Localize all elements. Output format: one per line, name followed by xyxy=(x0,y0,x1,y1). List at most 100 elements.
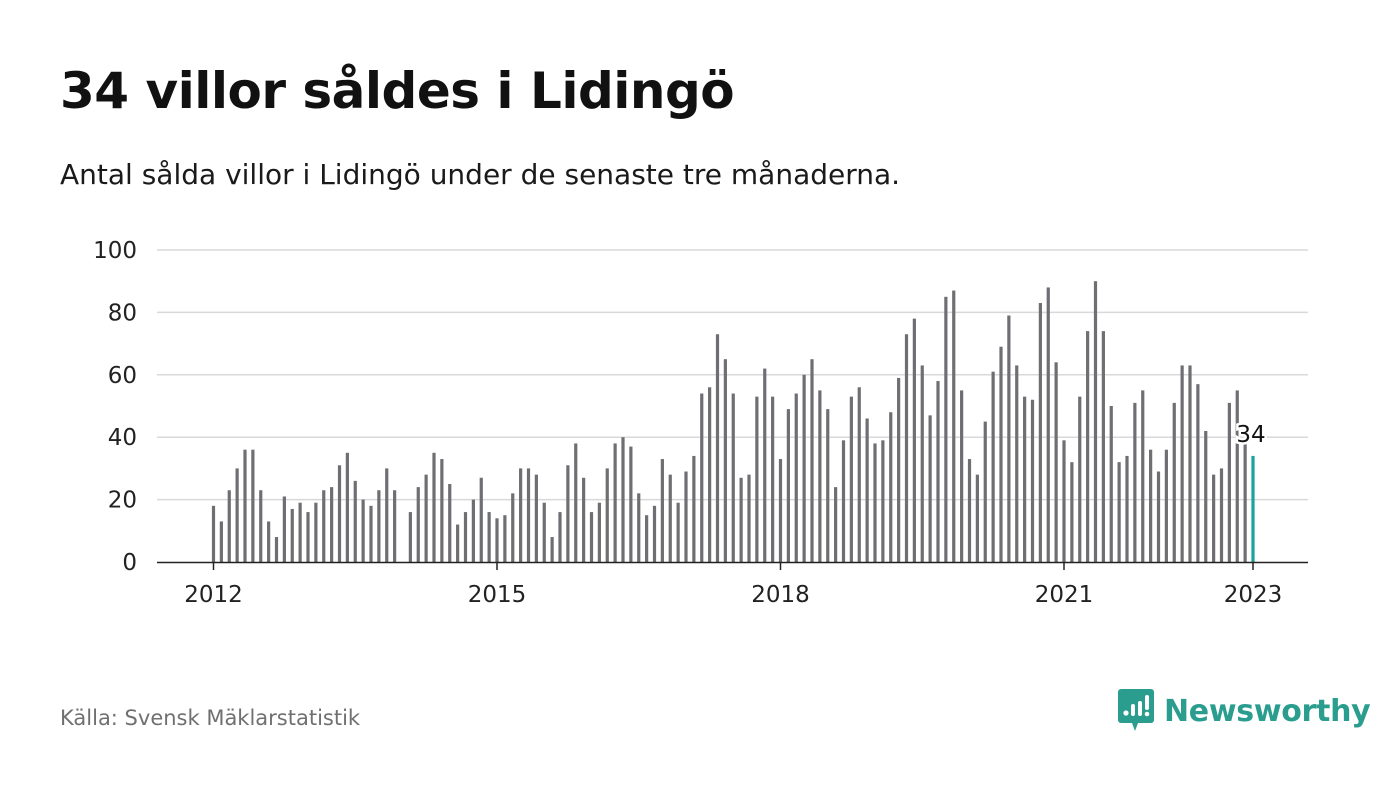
annotation: 34 xyxy=(1234,419,1268,450)
bar xyxy=(251,449,255,562)
bar xyxy=(1204,430,1208,562)
bar xyxy=(314,502,318,562)
bar xyxy=(219,521,223,562)
bar xyxy=(487,512,491,562)
bar xyxy=(1219,468,1224,562)
bar xyxy=(660,459,664,562)
bar xyxy=(235,468,239,562)
x-tick-label: 2015 xyxy=(468,582,527,608)
bar xyxy=(1093,281,1098,562)
bar xyxy=(967,459,972,562)
bar xyxy=(432,452,436,562)
bar xyxy=(928,415,932,562)
bar xyxy=(983,421,987,562)
bar xyxy=(708,387,712,562)
bar xyxy=(1243,443,1247,562)
bar xyxy=(1023,396,1027,562)
bar xyxy=(259,490,263,562)
bar xyxy=(952,290,956,562)
bar xyxy=(645,515,649,562)
x-tick-label: 2012 xyxy=(184,582,243,608)
bar xyxy=(778,459,783,562)
bar xyxy=(731,393,735,562)
y-axis-ticks: 0 20 40 60 80 100 xyxy=(93,238,137,576)
source-note: Källa: Svensk Mäklarstatistik xyxy=(60,706,361,730)
bar xyxy=(889,412,893,562)
bar xyxy=(1227,402,1231,562)
bar xyxy=(330,487,334,562)
bar xyxy=(1038,303,1042,562)
bar xyxy=(637,493,641,562)
bar xyxy=(991,371,995,562)
bar xyxy=(519,468,523,562)
newsworthy-logo-icon xyxy=(1118,689,1154,731)
chart-subtitle: Antal sålda villor i Lidingö under de se… xyxy=(60,158,901,191)
bar xyxy=(897,377,901,562)
y-tick-label: 20 xyxy=(108,488,137,514)
bar xyxy=(1149,449,1153,562)
chart-title: 34 villor såldes i Lidingö xyxy=(60,62,735,120)
bar xyxy=(999,346,1003,562)
bar xyxy=(298,502,302,562)
bar xyxy=(369,505,373,562)
bar xyxy=(408,512,412,562)
bar xyxy=(495,518,499,562)
bar xyxy=(534,474,538,562)
bar xyxy=(739,477,743,562)
bar xyxy=(676,502,680,562)
bar xyxy=(802,374,806,562)
bar xyxy=(558,512,562,562)
brand-logo: Newsworthy xyxy=(1118,689,1371,733)
bar xyxy=(1188,365,1192,562)
bar xyxy=(337,465,342,562)
y-tick-label: 0 xyxy=(122,550,137,576)
bar xyxy=(1046,287,1050,562)
bar xyxy=(227,490,231,562)
bar xyxy=(574,443,578,562)
bar xyxy=(881,440,885,562)
bar xyxy=(1015,365,1019,562)
bar xyxy=(1117,462,1121,562)
bar xyxy=(377,490,381,562)
bar xyxy=(1172,402,1176,562)
bar xyxy=(810,359,814,562)
y-tick-label: 40 xyxy=(108,425,137,451)
bar xyxy=(503,515,507,562)
bar xyxy=(448,484,452,562)
bar xyxy=(1164,449,1168,562)
y-tick-label: 60 xyxy=(108,363,137,389)
bar xyxy=(975,474,979,562)
x-tick-label: 2018 xyxy=(751,582,810,608)
bar xyxy=(550,537,554,562)
bar xyxy=(613,443,617,562)
bar xyxy=(440,459,444,562)
bar xyxy=(582,477,586,562)
bar xyxy=(794,393,798,562)
bar xyxy=(1109,406,1113,562)
bar xyxy=(1212,474,1216,562)
bar xyxy=(1235,390,1239,562)
bar xyxy=(471,499,475,562)
bar xyxy=(834,487,838,562)
bar xyxy=(385,468,389,562)
bar xyxy=(282,496,286,562)
bar xyxy=(1078,396,1082,562)
bar xyxy=(771,396,775,562)
bar xyxy=(1196,384,1200,562)
bar xyxy=(290,508,294,562)
bar xyxy=(865,418,869,562)
bar xyxy=(456,524,460,562)
bars xyxy=(211,281,1255,562)
bar xyxy=(700,393,704,562)
bar-highlight xyxy=(1251,455,1255,562)
bar xyxy=(857,387,861,562)
bar xyxy=(526,468,531,562)
bar xyxy=(1007,315,1011,562)
bar xyxy=(944,296,948,562)
bar xyxy=(463,512,468,562)
bar xyxy=(1101,331,1105,562)
bar xyxy=(920,365,924,562)
bar xyxy=(936,381,940,562)
bar xyxy=(424,474,428,562)
bar xyxy=(597,502,601,562)
